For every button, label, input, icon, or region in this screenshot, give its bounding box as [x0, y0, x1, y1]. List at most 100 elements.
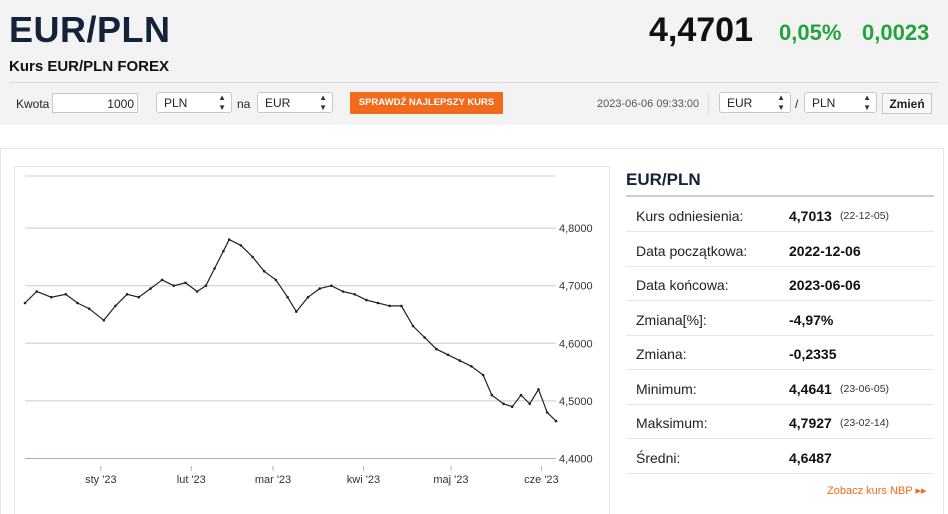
data-point: [318, 287, 322, 290]
amount-input[interactable]: 1000: [52, 93, 138, 113]
data-point: [76, 301, 79, 305]
pair-slash: /: [795, 97, 799, 111]
select-arrows-icon: ▲ ▼: [218, 93, 226, 112]
data-point: [172, 284, 176, 288]
change-pair-button[interactable]: Zmień: [882, 93, 932, 114]
select-arrows-icon: ▲ ▼: [863, 93, 871, 112]
stats-label: Data początkowa:: [636, 242, 748, 259]
stats-row: Zmiana[%]: -4,97%: [626, 301, 934, 336]
data-point: [125, 293, 129, 296]
data-point: [458, 359, 462, 362]
data-point: [262, 270, 266, 273]
data-point: [388, 304, 392, 308]
stats-label: Kurs odniesienia:: [636, 208, 744, 224]
data-point: [137, 295, 141, 299]
stats-value: 2022-12-06: [789, 242, 861, 259]
x-tick-label: kwi '23: [347, 474, 380, 486]
data-point: [160, 278, 164, 282]
stats-label: Minimum:: [636, 380, 697, 397]
stats-value: 4,7927: [789, 415, 832, 431]
data-point: [502, 402, 505, 406]
data-point: [149, 287, 152, 290]
divider: [626, 195, 934, 197]
from-currency-value: PLN: [164, 96, 188, 110]
y-tick-label: 4,4000: [559, 454, 593, 466]
pair-from-select[interactable]: EUR ▲ ▼: [719, 92, 791, 113]
change-absolute: 0,0023: [862, 20, 930, 45]
data-point: [411, 324, 415, 328]
data-point: [423, 336, 427, 339]
x-tick-label: sty '23: [85, 474, 116, 486]
stats-label: Zmiana:: [636, 346, 687, 362]
divider: [9, 82, 939, 83]
data-point: [251, 255, 254, 259]
data-point: [330, 284, 333, 288]
data-point: [239, 244, 243, 247]
nbp-rate-link[interactable]: Zobacz kurs NBP ▸▸: [827, 485, 927, 497]
stats-value: 4,4641: [789, 380, 832, 397]
from-currency-select[interactable]: PLN ▲ ▼: [156, 92, 232, 113]
data-point: [470, 365, 473, 368]
stats-row: Minimum: 4,4641 (23-06-05): [626, 370, 934, 405]
content-panel: [0, 148, 944, 514]
pair-to-select[interactable]: PLN ▲ ▼: [804, 92, 877, 113]
data-point: [400, 304, 403, 308]
stats-label: Maksimum:: [636, 415, 708, 431]
data-point: [353, 293, 357, 296]
stats-date: (22-12-05): [840, 210, 890, 222]
data-point: [510, 405, 514, 409]
x-tick-label: cze '23: [524, 474, 559, 486]
stats-row: Kurs odniesienia: 4,7013 (22-12-05): [626, 197, 934, 232]
data-point: [227, 238, 231, 241]
best-rate-button[interactable]: SPRAWDŹ NAJLEPSZY KURS: [350, 92, 503, 114]
stats-label: Zmiana[%]:: [636, 311, 707, 328]
stats-date: (23-02-14): [840, 417, 890, 429]
data-point: [184, 281, 187, 285]
to-currency-select[interactable]: EUR ▲ ▼: [257, 92, 333, 113]
stats-value: 4,6487: [789, 449, 832, 466]
data-point: [114, 304, 117, 308]
data-point: [490, 393, 494, 397]
amount-value: 1000: [107, 97, 134, 111]
divider: [708, 92, 709, 116]
y-tick-label: 4,8000: [559, 223, 593, 235]
stats-value: 4,7013: [789, 208, 832, 224]
data-point: [222, 249, 225, 253]
x-tick-label: maj '23: [433, 474, 468, 486]
chart-frame: [14, 166, 610, 514]
stats-value: 2023-06-06: [789, 277, 861, 293]
data-point: [35, 290, 38, 293]
stats-value: -0,2335: [789, 346, 837, 362]
data-point: [545, 411, 549, 414]
page-subtitle: Kurs EUR/PLN FOREX: [9, 58, 170, 75]
data-point: [554, 419, 558, 423]
y-tick-label: 4,7000: [559, 281, 593, 293]
data-point: [204, 284, 208, 288]
data-point: [274, 278, 278, 282]
data-point: [87, 307, 91, 311]
data-point: [195, 290, 199, 293]
data-point: [341, 290, 345, 293]
data-point: [64, 293, 68, 296]
pair-title: EUR/PLN: [9, 9, 171, 50]
data-point: [23, 301, 27, 305]
to-currency-value: EUR: [265, 96, 291, 110]
select-arrows-icon: ▲ ▼: [777, 93, 785, 112]
stats-label: Data końcowa:: [636, 277, 729, 293]
change-percent: 0,05%: [779, 20, 842, 45]
quote-datetime: 2023-06-06 09:33:00: [597, 98, 700, 110]
data-point: [213, 267, 216, 270]
stats-row: Zmiana: -0,2335: [626, 335, 934, 370]
price-chart: 4,4000 4,5000 4,6000 4,7000 4,8000 sty '23 lut…: [23, 175, 593, 486]
data-point: [519, 393, 523, 397]
data-point: [481, 373, 485, 377]
stats-row: Data końcowa: 2023-06-06: [626, 266, 934, 301]
data-point: [376, 301, 380, 305]
series-line: [24, 238, 557, 422]
select-arrows-icon: ▲ ▼: [319, 93, 327, 112]
data-point: [365, 298, 368, 302]
current-price: 4,4701: [649, 11, 753, 49]
data-point: [306, 295, 310, 299]
pair-to-value: PLN: [812, 96, 836, 110]
stats-row: Średni: 4,6487: [626, 439, 934, 474]
